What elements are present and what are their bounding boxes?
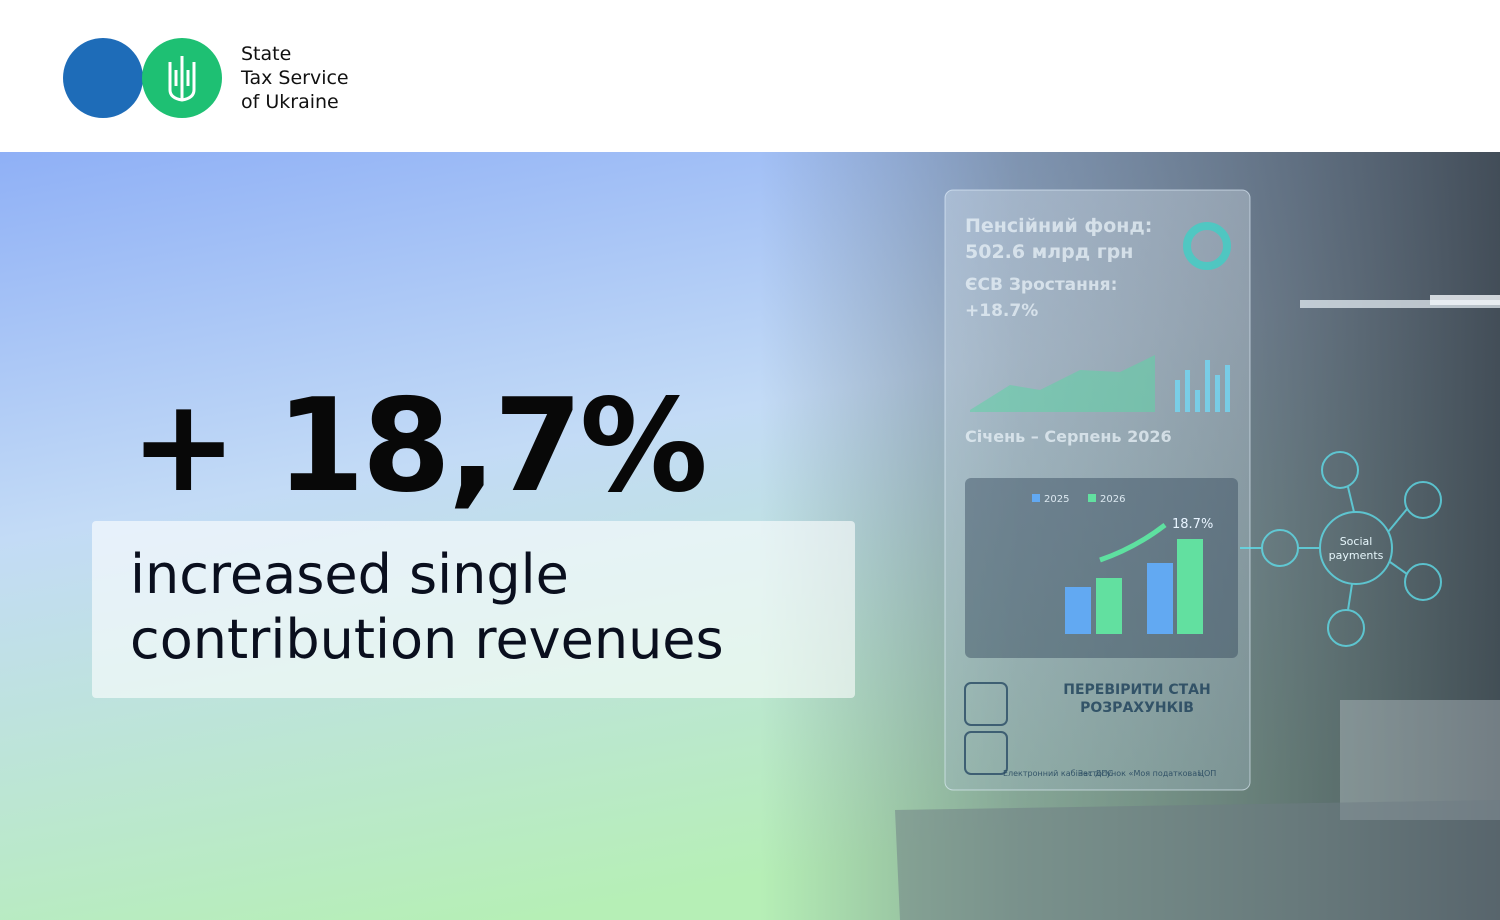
- subtitle: increased single contribution revenues: [130, 543, 724, 671]
- org-line: State: [241, 43, 291, 65]
- hub-label: Social payments: [1329, 535, 1384, 562]
- org-line: Tax Service: [240, 67, 349, 89]
- floor: [895, 800, 1500, 920]
- check-icon: [964, 682, 1008, 726]
- growth-arrow: [1099, 523, 1167, 563]
- screen-period: Січень – Серпень 2026: [965, 427, 1172, 446]
- header: [0, 0, 1500, 152]
- chart-bars-deco: [1065, 539, 1203, 634]
- check-line: ПЕРЕВІРИТИ СТАН: [1063, 682, 1210, 698]
- legend-item: 2025: [1044, 494, 1069, 505]
- check-icon: [964, 731, 1008, 775]
- desk: [1340, 700, 1500, 820]
- light: [1430, 295, 1500, 305]
- check-line: РОЗРАХУНКІВ: [1080, 700, 1194, 716]
- chart-legend: 2025 2026: [1032, 494, 1125, 505]
- hub-network: [1240, 451, 1442, 647]
- org-name: State Tax Service of Ukraine: [240, 43, 349, 113]
- service: ЦОП: [1198, 769, 1217, 778]
- logo-blue: [63, 38, 143, 118]
- hub-line: payments: [1329, 549, 1384, 562]
- org-line: of Ukraine: [241, 91, 339, 113]
- service: Електронний кабінет ДПС: [1003, 769, 1113, 778]
- screen-line: +18.7%: [965, 301, 1038, 321]
- area-deco: [970, 355, 1155, 412]
- light: [1300, 300, 1500, 308]
- growth-label: 18.7%: [1172, 517, 1213, 532]
- hub-line: Social: [1340, 535, 1373, 548]
- subtitle-box: [92, 521, 855, 698]
- legend-item: 2026: [1100, 494, 1125, 505]
- screen-line: ЄСВ Зростання:: [965, 275, 1117, 295]
- service: Застосунок «Моя податкова»: [1078, 769, 1202, 778]
- check-text: ПЕРЕВІРИТИ СТАН РОЗРАХУНКІВ: [1063, 682, 1210, 716]
- screen: [944, 189, 1251, 791]
- donut-icon: [1183, 222, 1231, 270]
- subtitle-line: increased single: [130, 543, 569, 606]
- bars-deco: [1175, 360, 1230, 412]
- headline: + 18,7%: [130, 372, 705, 521]
- screen-line: Пенсійний фонд:: [965, 215, 1152, 237]
- services: Електронний кабінет ДПС Застосунок «Моя …: [1003, 769, 1216, 778]
- subtitle-line: contribution revenues: [130, 608, 724, 671]
- screen-text: Пенсійний фонд: 502.6 млрд грн ЄСВ Зрост…: [965, 215, 1172, 446]
- screen-line: 502.6 млрд грн: [965, 241, 1133, 263]
- logo-trident: [168, 56, 196, 102]
